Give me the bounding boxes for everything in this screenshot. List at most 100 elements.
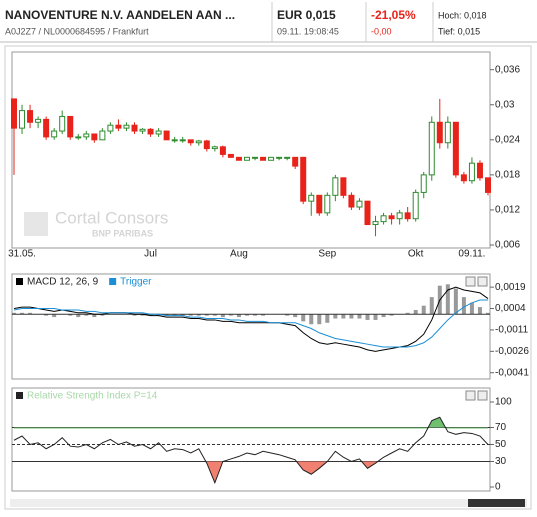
x-tick-label: 31.05.: [8, 249, 36, 260]
candle-body: [364, 200, 371, 226]
histogram-bar: [261, 314, 266, 316]
candle-body: [123, 124, 130, 129]
candle-body: [485, 177, 491, 193]
legend-swatch: [109, 278, 117, 285]
candle-body: [211, 146, 218, 150]
candle-body: [404, 212, 411, 220]
histogram-bar: [228, 314, 233, 316]
macd-plot: [11, 273, 491, 380]
candle-body: [35, 118, 42, 123]
histogram-bar: [293, 314, 298, 318]
change-pct: -21,05%: [371, 8, 416, 22]
legend-swatch: [16, 278, 23, 285]
subtitle: A0J2Z7 / NL0000684595 / Frankfurt: [5, 26, 149, 36]
histogram-bar: [196, 314, 201, 316]
candle-body: [388, 215, 395, 220]
histogram-bar: [100, 314, 105, 316]
histogram-bar: [44, 314, 49, 316]
candle-body: [380, 215, 387, 223]
low: Tief: 0,015: [438, 26, 480, 36]
candle-body: [396, 212, 403, 220]
header: NANOVENTURE N.V. AANDELEN AAN ... A0J2Z7…: [0, 2, 537, 43]
histogram-bar: [253, 314, 258, 316]
candle-body: [284, 156, 291, 159]
histogram-bar: [220, 314, 225, 318]
candle-body: [187, 139, 194, 144]
series-line: [13, 286, 489, 352]
rsi-plot: [11, 387, 491, 492]
button[interactable]: [465, 390, 476, 401]
candle-body: [476, 162, 483, 179]
histogram-bar: [357, 314, 362, 319]
histogram-bar: [341, 314, 346, 319]
histogram-bar: [349, 314, 354, 319]
y-tick-label: 0,006: [495, 240, 520, 251]
histogram-bar: [236, 314, 241, 318]
y-tick-label: 0,024: [495, 134, 520, 145]
histogram-bar: [84, 314, 89, 316]
legend-label: Trigger: [120, 277, 152, 288]
histogram-bar: [365, 314, 370, 320]
candle-body: [75, 136, 82, 139]
histogram-bar: [244, 314, 249, 316]
candle-body: [51, 130, 58, 138]
histogram-bar: [164, 314, 169, 316]
candle-body: [316, 194, 323, 214]
candle-body: [171, 139, 178, 142]
histogram-bar: [92, 314, 97, 318]
histogram-bar: [20, 312, 25, 315]
histogram-bar: [461, 297, 466, 315]
candle-body: [27, 110, 34, 123]
candle-body: [340, 177, 347, 196]
histogram-bar: [309, 314, 314, 325]
legend-label: MACD 12, 26, 9: [27, 277, 99, 288]
candle-body: [99, 130, 106, 141]
candle-body: [292, 156, 299, 167]
candle-body: [59, 115, 66, 132]
histogram-bar: [333, 314, 338, 319]
candle-body: [348, 194, 355, 208]
candle-body: [356, 200, 363, 208]
candle-body: [436, 121, 443, 144]
button[interactable]: [465, 276, 476, 287]
y-tick-label: -0,0026: [495, 346, 529, 357]
candle-body: [179, 139, 186, 142]
histogram-bar: [148, 314, 153, 316]
y-tick-label: -0,0011: [495, 325, 529, 336]
time: 09.11. 19:08:45: [277, 26, 339, 36]
candle-body: [131, 124, 138, 132]
watermark-sub: BNP PARIBAS: [92, 228, 153, 238]
panel-frame: [4, 45, 532, 510]
histogram-bar: [12, 312, 16, 315]
histogram-bar: [477, 307, 482, 315]
candle-body: [276, 156, 283, 159]
y-tick-label: 0,036: [495, 64, 520, 75]
candle-body: [19, 110, 26, 129]
candle-body: [219, 146, 226, 155]
candle-body: [452, 121, 459, 176]
histogram-bar: [132, 314, 137, 316]
price: EUR 0,015: [277, 8, 336, 22]
candle-body: [468, 162, 475, 182]
candle-body: [155, 130, 162, 135]
legend-label: Relative Strength Index P=14: [27, 391, 158, 402]
watermark-logo: [24, 212, 48, 236]
y-tick-label: 30: [495, 456, 507, 467]
candle-body: [372, 221, 379, 226]
series-line: [13, 416, 489, 485]
button[interactable]: [477, 276, 488, 287]
candle-body: [83, 133, 90, 138]
y-tick-label: 50: [495, 439, 507, 450]
histogram-bar: [421, 305, 426, 315]
histogram-bar: [180, 314, 185, 316]
histogram-bar: [301, 314, 306, 322]
histogram-bar: [172, 314, 177, 316]
candle-body: [444, 121, 451, 144]
change: -0,00: [371, 26, 392, 36]
candle-body: [115, 124, 122, 129]
button[interactable]: [477, 390, 488, 401]
candle-body: [11, 98, 17, 129]
scroll-thumb[interactable]: [468, 499, 525, 507]
histogram-bar: [317, 314, 322, 325]
